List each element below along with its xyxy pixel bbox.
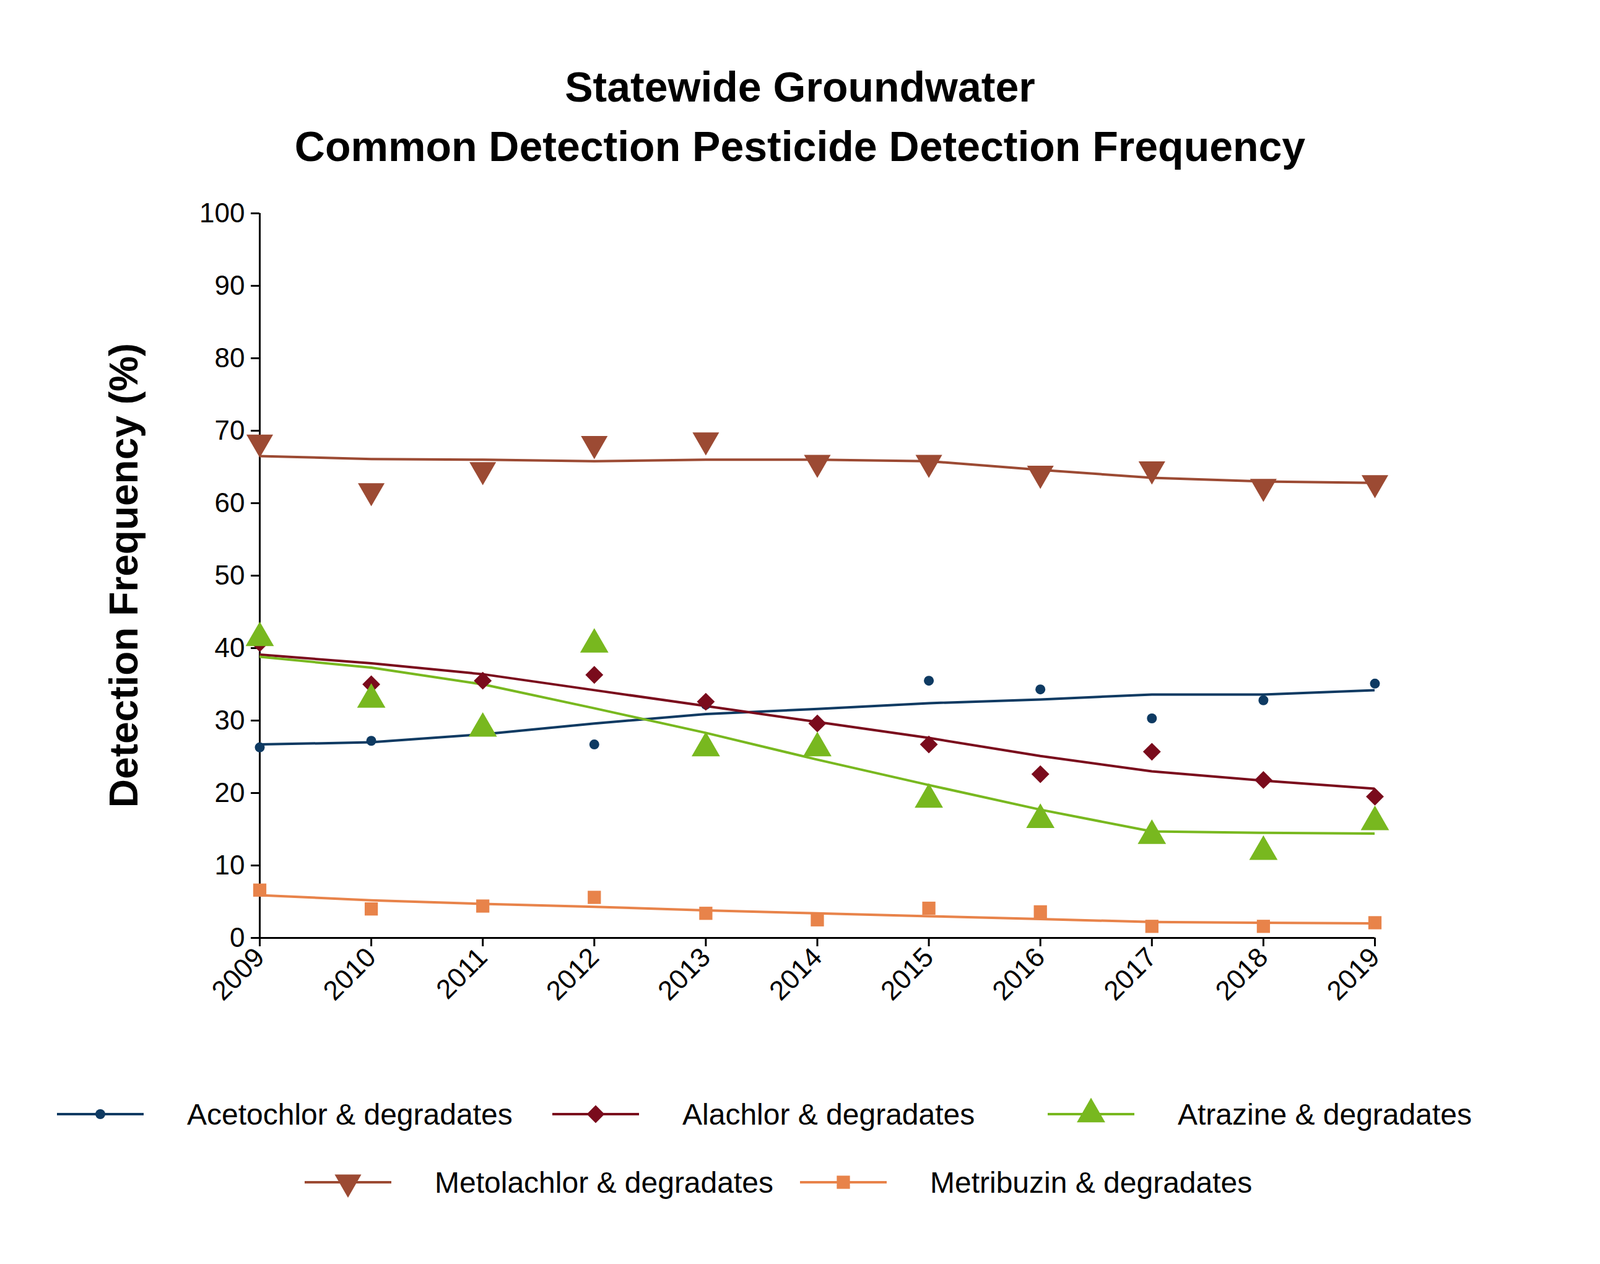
svg-text:10: 10 xyxy=(214,849,246,880)
html-text:Statewide Groundwater Common D: Statewide Groundwater Common Detection P… xyxy=(294,63,1306,170)
html-text:Atrazine & degradates: Atrazine & degradates xyxy=(1177,1097,1472,1131)
svg-text:2015: 2015 xyxy=(874,941,940,1006)
svg-text:70: 70 xyxy=(214,414,246,446)
svg-text:2019: 2019 xyxy=(1320,941,1386,1006)
svg-text:2012: 2012 xyxy=(539,941,605,1006)
svg-text:100: 100 xyxy=(199,197,245,228)
svg-text:2018: 2018 xyxy=(1209,941,1274,1006)
svg-text:30: 30 xyxy=(214,704,246,735)
html-text:Alachlor & degradates: Alachlor & degradates xyxy=(682,1097,975,1131)
html-text:Metribuzin & degradates: Metribuzin & degradates xyxy=(930,1165,1253,1199)
svg-text:2016: 2016 xyxy=(986,941,1051,1006)
svg-text:2010: 2010 xyxy=(317,941,382,1006)
svg-text:2017: 2017 xyxy=(1097,941,1163,1006)
svg-text:40: 40 xyxy=(214,632,246,663)
svg-text:60: 60 xyxy=(214,487,246,518)
svg-text:2013: 2013 xyxy=(651,941,716,1006)
svg-text:80: 80 xyxy=(214,342,246,373)
html-text:Detection Frequency (%): Detection Frequency (%) xyxy=(101,342,147,808)
svg-text:90: 90 xyxy=(214,269,246,301)
svg-text:50: 50 xyxy=(214,559,246,591)
svg-text:0: 0 xyxy=(229,921,245,953)
svg-text:20: 20 xyxy=(214,777,246,808)
html-text:Metolachlor & degradates: Metolachlor & degradates xyxy=(434,1165,774,1199)
svg-text:2014: 2014 xyxy=(762,941,828,1006)
html-text:Acetochlor & degradates: Acetochlor & degradates xyxy=(186,1097,513,1131)
svg-text:2009: 2009 xyxy=(205,941,270,1006)
svg-text:2011: 2011 xyxy=(429,941,493,1005)
